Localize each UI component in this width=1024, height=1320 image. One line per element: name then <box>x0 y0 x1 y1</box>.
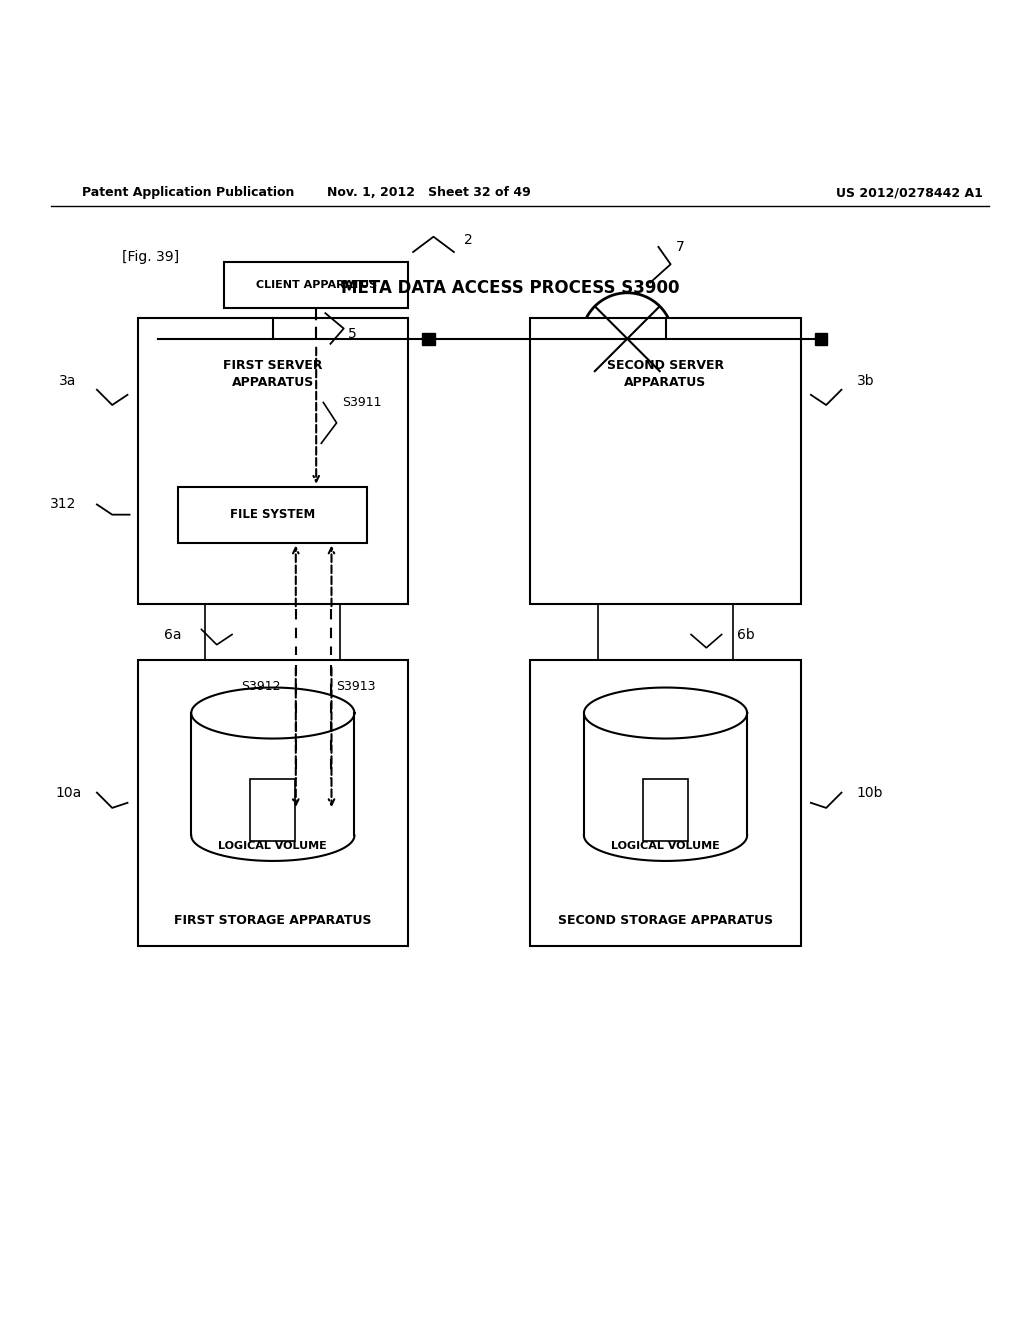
Text: S3912: S3912 <box>241 680 281 693</box>
Text: LOGICAL VOLUME: LOGICAL VOLUME <box>611 841 720 850</box>
FancyBboxPatch shape <box>224 263 408 308</box>
Text: META DATA ACCESS PROCESS S3900: META DATA ACCESS PROCESS S3900 <box>341 279 679 297</box>
Text: 5: 5 <box>348 326 356 341</box>
Text: S3911: S3911 <box>342 396 381 409</box>
Text: 3b: 3b <box>857 374 874 388</box>
Text: FILE SYSTEM: FILE SYSTEM <box>230 508 315 521</box>
FancyBboxPatch shape <box>178 487 368 543</box>
FancyBboxPatch shape <box>137 318 408 605</box>
Text: Patent Application Publication: Patent Application Publication <box>82 186 294 199</box>
FancyBboxPatch shape <box>643 779 688 841</box>
Text: 10a: 10a <box>55 785 82 800</box>
Text: 10b: 10b <box>857 785 884 800</box>
Text: 312: 312 <box>50 498 77 511</box>
Text: Nov. 1, 2012   Sheet 32 of 49: Nov. 1, 2012 Sheet 32 of 49 <box>327 186 530 199</box>
Bar <box>815 333 827 345</box>
Text: 6b: 6b <box>737 627 755 642</box>
Text: CLIENT APPARATUS: CLIENT APPARATUS <box>256 280 377 290</box>
Text: SECOND SERVER
APPARATUS: SECOND SERVER APPARATUS <box>607 359 724 389</box>
FancyBboxPatch shape <box>530 660 801 945</box>
Text: [Fig. 39]: [Fig. 39] <box>123 249 179 264</box>
Text: SECOND STORAGE APPARATUS: SECOND STORAGE APPARATUS <box>558 913 773 927</box>
Text: S3913: S3913 <box>337 680 376 693</box>
Bar <box>672 333 684 345</box>
Text: FIRST STORAGE APPARATUS: FIRST STORAGE APPARATUS <box>174 913 372 927</box>
FancyBboxPatch shape <box>530 318 801 605</box>
Bar <box>152 333 164 345</box>
Text: 7: 7 <box>676 240 684 253</box>
Text: 6a: 6a <box>164 627 181 642</box>
Text: 2: 2 <box>464 232 473 247</box>
Text: US 2012/0278442 A1: US 2012/0278442 A1 <box>837 186 983 199</box>
Text: LOGICAL VOLUME: LOGICAL VOLUME <box>218 841 328 850</box>
FancyBboxPatch shape <box>251 779 295 841</box>
Bar <box>315 333 328 345</box>
Text: 3a: 3a <box>59 374 77 388</box>
FancyBboxPatch shape <box>137 660 408 945</box>
Text: FIRST SERVER
APPARATUS: FIRST SERVER APPARATUS <box>223 359 323 389</box>
Bar <box>422 333 434 345</box>
